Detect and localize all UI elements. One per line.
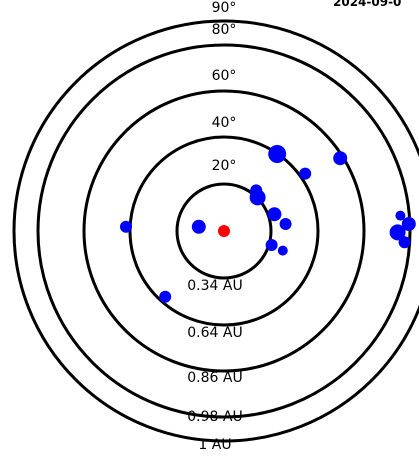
- angle-label-2: 40°: [212, 115, 237, 131]
- ring-5: [12, 19, 419, 443]
- data-point-10: [265, 239, 278, 251]
- data-point-16: [159, 290, 172, 303]
- data-point-8: [279, 218, 292, 230]
- data-point-12: [389, 224, 406, 241]
- distance-label-2: 0.64 AU: [187, 325, 242, 341]
- data-point-15: [120, 220, 132, 233]
- center-point: [218, 225, 230, 237]
- data-point-9: [277, 245, 288, 256]
- distance-label-3: 0.86 AU: [187, 370, 242, 386]
- data-point-1: [268, 145, 287, 163]
- data-point-13: [401, 217, 416, 231]
- angle-label-5: 90°: [212, 0, 237, 16]
- ring-3: [82, 89, 366, 373]
- label-layer: 20° 0.34 AU 40° 0.64 AU 60° 0.86 AU 80° 0.98 AU…: [187, 0, 242, 453]
- data-point-14: [395, 210, 406, 221]
- angle-label-3: 60°: [212, 68, 237, 84]
- data-point-6: [267, 207, 282, 222]
- distance-label-4: 0.98 AU: [187, 409, 242, 425]
- data-point-4: [299, 167, 312, 180]
- ring-1: [175, 182, 273, 280]
- data-point-2: [333, 151, 348, 166]
- data-point-5: [249, 189, 266, 206]
- date-header: 2024-09-0: [333, 0, 401, 9]
- angle-label-4: 80°: [212, 22, 237, 38]
- point-layer: [120, 145, 416, 303]
- data-point-7: [191, 219, 206, 234]
- distance-label-5: 1 AU: [198, 437, 231, 453]
- ring-layer: [12, 19, 419, 443]
- ring-4: [36, 43, 412, 419]
- angle-label-1: 20°: [212, 158, 237, 174]
- distance-label-1: 0.34 AU: [187, 278, 242, 294]
